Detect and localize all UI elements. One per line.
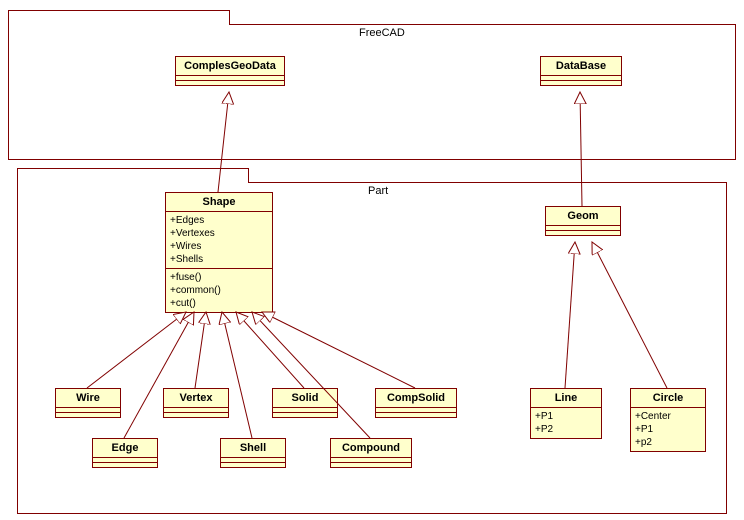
package-tab — [17, 168, 249, 183]
class-name: ComplesGeoData — [176, 57, 284, 76]
class-name: CompSolid — [376, 389, 456, 408]
class-solid: Solid — [272, 388, 338, 418]
class-ops: +fuse() +common() +cut() — [166, 269, 272, 312]
class-name: Geom — [546, 207, 620, 226]
class-edge: Edge — [92, 438, 158, 468]
attr: +p2 — [635, 436, 701, 449]
class-name: Solid — [273, 389, 337, 408]
class-name: Circle — [631, 389, 705, 408]
class-name: Shape — [166, 193, 272, 212]
op: +common() — [170, 284, 268, 297]
attr: +Shells — [170, 253, 268, 266]
attr: +P1 — [635, 423, 701, 436]
package-tab — [8, 10, 230, 25]
class-circle: Circle +Center +P1 +p2 — [630, 388, 706, 452]
attr: +P1 — [535, 410, 597, 423]
class-wire: Wire — [55, 388, 121, 418]
class-compartment — [164, 413, 228, 417]
attr: +Center — [635, 410, 701, 423]
op: +fuse() — [170, 271, 268, 284]
class-complesgeodata: ComplesGeoData — [175, 56, 285, 86]
class-name: DataBase — [541, 57, 621, 76]
class-compartment — [273, 413, 337, 417]
class-name: Shell — [221, 439, 285, 458]
class-compartment — [331, 463, 411, 467]
class-name: Line — [531, 389, 601, 408]
class-compartment — [176, 81, 284, 85]
class-database: DataBase — [540, 56, 622, 86]
op: +cut() — [170, 297, 268, 310]
package-freecad: FreeCAD — [8, 24, 736, 160]
class-compartment — [541, 81, 621, 85]
attr: +P2 — [535, 423, 597, 436]
class-vertex: Vertex — [163, 388, 229, 418]
class-compsolid: CompSolid — [375, 388, 457, 418]
package-label-part: Part — [368, 185, 388, 197]
class-name: Compound — [331, 439, 411, 458]
class-attrs: +Center +P1 +p2 — [631, 408, 705, 451]
class-compartment — [546, 231, 620, 235]
class-shape: Shape +Edges +Vertexes +Wires +Shells +f… — [165, 192, 273, 313]
package-label-freecad: FreeCAD — [359, 27, 405, 39]
class-attrs: +Edges +Vertexes +Wires +Shells — [166, 212, 272, 269]
class-attrs: +P1 +P2 — [531, 408, 601, 438]
class-compartment — [376, 413, 456, 417]
attr: +Edges — [170, 214, 268, 227]
class-geom: Geom — [545, 206, 621, 236]
class-line: Line +P1 +P2 — [530, 388, 602, 439]
class-shell: Shell — [220, 438, 286, 468]
class-compartment — [93, 463, 157, 467]
class-compound: Compound — [330, 438, 412, 468]
class-name: Edge — [93, 439, 157, 458]
class-compartment — [221, 463, 285, 467]
class-name: Wire — [56, 389, 120, 408]
attr: +Wires — [170, 240, 268, 253]
class-name: Vertex — [164, 389, 228, 408]
class-compartment — [56, 413, 120, 417]
attr: +Vertexes — [170, 227, 268, 240]
